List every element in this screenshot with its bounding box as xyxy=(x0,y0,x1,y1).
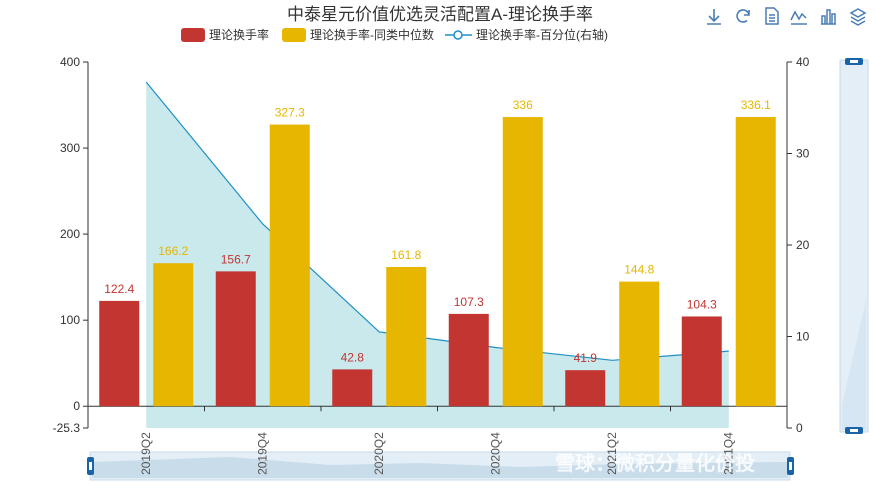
data-label-turnover: 104.3 xyxy=(687,297,717,311)
data-labels: 122.4 156.7 42.8 107.3 41.9 104.3 166.2 327.3 16… xyxy=(104,98,771,365)
x-tick-label: 2019Q2 xyxy=(139,432,153,475)
horizontal-zoom-handle-left[interactable] xyxy=(87,457,94,475)
bar-turnover xyxy=(565,370,606,407)
horizontal-data-zoom[interactable] xyxy=(87,451,794,481)
bar-turnover xyxy=(448,313,489,407)
legend-label-turnover: 理论换手率 xyxy=(209,27,269,42)
x-tick-label: 2020Q4 xyxy=(489,432,503,475)
data-label-turnover: 156.7 xyxy=(221,252,251,266)
y-left-tick-label: 100 xyxy=(60,313,80,327)
data-label-peer-median: 336.1 xyxy=(741,98,771,112)
legend-item-turnover[interactable]: 理论换手率 xyxy=(181,27,269,42)
y-left-tick-label: 0 xyxy=(73,399,80,413)
vertical-zoom-handle-bottom[interactable] xyxy=(845,427,863,434)
data-label-peer-median: 144.8 xyxy=(624,263,654,277)
data-label-peer-median: 166.2 xyxy=(158,244,188,258)
x-tick-label: 2021Q4 xyxy=(722,432,736,475)
watermark: 雪球：微积分量化价投 xyxy=(555,451,755,475)
y-right-tick-label: 40 xyxy=(796,55,810,69)
line-chart-icon[interactable] xyxy=(790,10,807,25)
download-icon[interactable] xyxy=(707,9,721,25)
toolbox xyxy=(707,7,867,26)
axes: -25.3 0 100 200 300 400 0 10 20 30 40 xyxy=(53,55,810,435)
refresh-icon[interactable] xyxy=(736,9,750,23)
bar-turnover xyxy=(332,369,373,407)
data-label-turnover: 107.3 xyxy=(454,295,484,309)
y-right-tick-label: 30 xyxy=(796,147,810,161)
horizontal-zoom-handle-right[interactable] xyxy=(787,457,794,475)
x-tick-labels: 2019Q2 2019Q4 2020Q2 2020Q4 2021Q2 2021Q4 xyxy=(139,432,736,475)
legend-label-peer-median: 理论换手率-同类中位数 xyxy=(310,27,434,42)
horizontal-zoom-shadow xyxy=(92,457,788,478)
legend-item-peer-median[interactable]: 理论换手率-同类中位数 xyxy=(282,27,434,42)
y-left-tick-label: 400 xyxy=(60,55,80,69)
bar-peer-median xyxy=(269,124,310,407)
vertical-data-zoom[interactable] xyxy=(839,58,869,434)
data-label-peer-median: 161.8 xyxy=(391,248,421,262)
x-tick-label: 2021Q2 xyxy=(605,432,619,475)
legend-swatch-turnover xyxy=(181,28,205,42)
legend-label-percentile: 理论换手率-百分位(右轴) xyxy=(476,27,608,42)
x-tick-label: 2020Q2 xyxy=(372,432,386,475)
y-left-tick-label: -25.3 xyxy=(53,421,81,435)
chart-title: 中泰星元价值优选灵活配置A-理论换手率 xyxy=(287,5,593,24)
bar-turnover xyxy=(99,300,140,407)
legend-swatch-peer-median xyxy=(282,28,306,42)
bar-peer-median xyxy=(386,266,427,407)
bar-peer-median xyxy=(619,281,660,407)
bar-chart-icon[interactable] xyxy=(821,9,836,25)
y-left-tick-label: 300 xyxy=(60,141,80,155)
data-label-turnover: 122.4 xyxy=(104,282,134,296)
legend-item-percentile[interactable]: 理论换手率-百分位(右轴) xyxy=(445,27,608,42)
y-left-tick-label: 200 xyxy=(60,227,80,241)
vertical-zoom-shadow xyxy=(842,300,866,430)
legend[interactable]: 理论换手率 理论换手率-同类中位数 理论换手率-百分位(右轴) xyxy=(181,27,608,42)
y-right-tick-label: 0 xyxy=(796,421,803,435)
vertical-zoom-handle-top[interactable] xyxy=(845,58,863,65)
data-label-turnover: 42.8 xyxy=(341,350,365,364)
data-label-peer-median: 327.3 xyxy=(275,106,305,120)
bar-peer-median xyxy=(735,116,776,407)
stack-icon[interactable] xyxy=(849,8,867,26)
y-right-tick-label: 20 xyxy=(796,238,810,252)
bar-turnover xyxy=(215,271,256,407)
data-label-turnover: 41.9 xyxy=(574,351,598,365)
legend-marker-percentile xyxy=(453,30,463,40)
x-tick-label: 2019Q4 xyxy=(256,432,270,475)
data-label-peer-median: 336 xyxy=(513,98,533,112)
bar-turnover xyxy=(681,316,722,407)
data-view-icon[interactable] xyxy=(765,7,779,25)
bar-peer-median xyxy=(153,263,194,407)
bars xyxy=(99,116,776,407)
bar-peer-median xyxy=(502,117,543,407)
y-right-tick-label: 10 xyxy=(796,330,810,344)
